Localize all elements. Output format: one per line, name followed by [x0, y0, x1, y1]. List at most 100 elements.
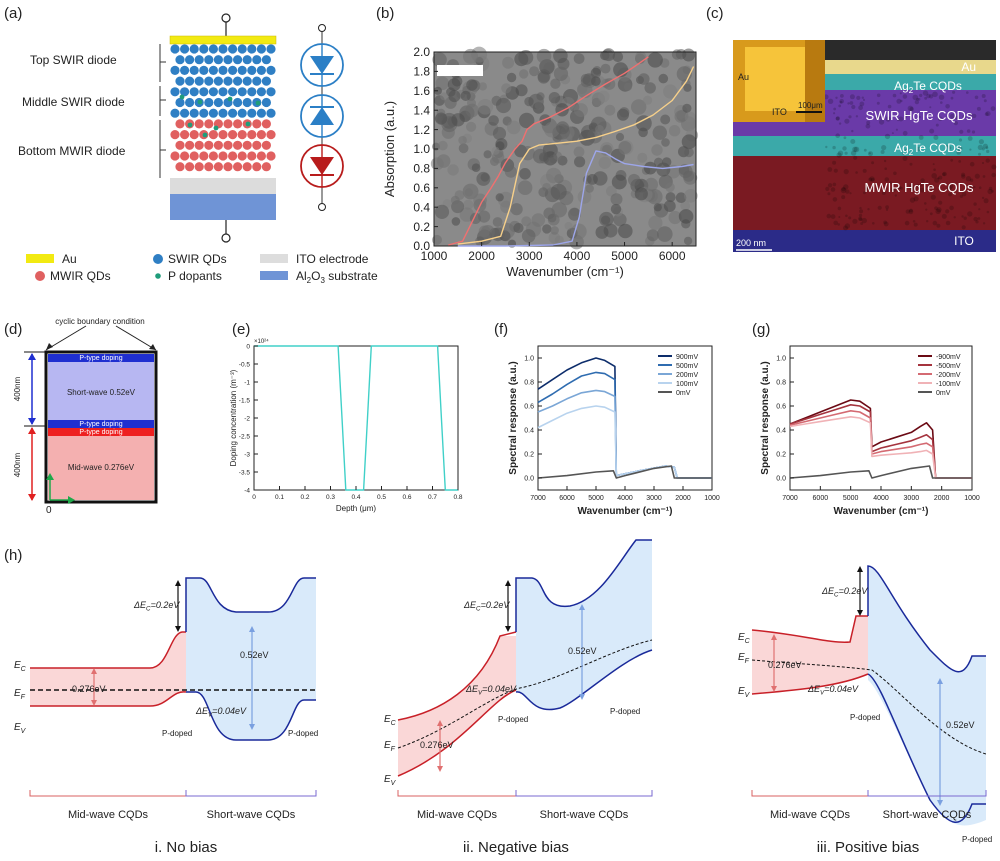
tem-particle: [481, 173, 490, 182]
qd-dot: [204, 77, 213, 86]
qd-dot: [190, 151, 199, 160]
x-tick-label: 1000: [704, 495, 720, 502]
legend-swir: SWIR QDs: [168, 252, 227, 266]
qd-dot: [238, 109, 247, 118]
sublabel-1: ii. Negative bias: [463, 839, 569, 856]
tem-particle: [461, 91, 471, 101]
gap-sw-label-ii: 0.52eV: [568, 646, 597, 656]
x-tick-label: 0.4: [351, 494, 360, 501]
texture-grain: [839, 122, 841, 124]
region-mw-label-1: Mid-wave CQDs: [417, 809, 498, 821]
qd-dot: [190, 66, 199, 75]
texture-grain: [942, 214, 947, 219]
texture-grain: [885, 205, 889, 209]
tem-particle: [574, 103, 588, 117]
tem-particle: [484, 150, 492, 158]
texture-grain: [863, 169, 867, 173]
texture-grain: [940, 101, 943, 104]
qd-dot: [262, 98, 271, 107]
legend-label-1: -500mV: [936, 363, 961, 370]
texture-grain: [933, 163, 935, 165]
y-axis-label: Doping concentration (m⁻³): [229, 369, 238, 466]
tem-particle: [479, 226, 491, 238]
texture-grain: [849, 192, 851, 194]
series-line-4: [538, 466, 712, 478]
y-tick-label: 0.6: [524, 403, 534, 410]
x-tick-label: 6000: [559, 495, 575, 502]
qd-dot: [228, 87, 237, 96]
tem-particle: [519, 168, 531, 180]
panel-label-c: (c): [706, 5, 724, 22]
tem-particle: [682, 134, 697, 149]
series-line-4: [790, 466, 972, 478]
region-sw-label-0: Short-wave CQDs: [207, 809, 296, 821]
series-line-0: [254, 346, 458, 490]
qd-dot: [209, 151, 218, 160]
tem-particle: [513, 223, 523, 233]
texture-grain: [938, 201, 942, 205]
y-axis-label: Spectral response (a.u.): [508, 361, 519, 474]
x-axis-label: Wavenumber (cm⁻¹): [578, 506, 673, 517]
tem-particle: [669, 125, 680, 136]
tem-particle: [538, 187, 548, 197]
qd-dot: [209, 109, 218, 118]
qd-dot: [266, 130, 275, 139]
qd-dot: [218, 66, 227, 75]
ev-label-i: EV: [14, 722, 27, 735]
tem-particle: [538, 71, 550, 83]
gap-mw-label-iii: 0.276eV: [768, 660, 802, 670]
y-tick-label: 1.0: [413, 142, 430, 156]
tem-particle: [683, 171, 694, 182]
qd-dot: [175, 55, 184, 64]
region-sw-label-1: Short-wave CQDs: [540, 809, 629, 821]
x-axis-label: Depth (μm): [336, 504, 377, 513]
texture-grain: [946, 221, 951, 226]
texture-grain: [966, 91, 969, 94]
tem-particle: [479, 82, 487, 90]
qd-dot: [218, 130, 227, 139]
y-tick-label: 2.0: [413, 45, 430, 59]
dec-arrow-i-head-bottom: [175, 626, 181, 632]
tem-particle: [507, 121, 521, 135]
gap-arrow-sw-ii-head-bottom: [579, 694, 585, 700]
texture-grain: [838, 207, 842, 211]
tem-particle: [556, 121, 569, 134]
y-tick-label: 0.2: [524, 451, 534, 458]
tem-particle: [553, 151, 562, 160]
d-dim-bottom: 400nm: [13, 452, 22, 477]
dec-arrow-iii-head-top: [857, 566, 863, 572]
qd-dot: [195, 141, 204, 150]
quantum-dot-stack: [170, 44, 275, 171]
qd-dot: [266, 44, 275, 53]
x-tick-label: 6000: [659, 249, 686, 263]
tem-particle: [452, 217, 461, 226]
qd-dot: [199, 151, 208, 160]
texture-grain: [855, 171, 858, 174]
texture-grain: [982, 162, 984, 164]
qd-dot: [199, 87, 208, 96]
x-tick-label: 0: [252, 494, 256, 501]
qd-dot: [247, 130, 256, 139]
label-c-swir: SWIR HgTe CQDs: [866, 108, 973, 123]
tem-particle: [438, 141, 448, 151]
texture-grain: [913, 95, 919, 101]
texture-grain: [851, 105, 855, 109]
qd-dot: [233, 141, 242, 150]
qd-dot: [195, 162, 204, 171]
qd-dot: [228, 44, 237, 53]
y-tick-label: -3.5: [239, 469, 251, 476]
texture-grain: [903, 94, 908, 99]
texture-grain: [987, 211, 990, 214]
qd-dot: [238, 66, 247, 75]
texture-grain: [835, 133, 840, 138]
qd-dot: [238, 151, 247, 160]
tem-particle: [595, 125, 604, 134]
tem-particle: [565, 222, 573, 230]
tem-particle: [635, 51, 646, 62]
tem-particle: [685, 112, 696, 123]
texture-grain: [834, 169, 838, 173]
bracket-sw-1: [516, 790, 652, 796]
legend-label-3: 100mV: [676, 381, 699, 388]
qd-dot: [257, 109, 266, 118]
y-exponent: ×10²⁴: [254, 338, 269, 345]
